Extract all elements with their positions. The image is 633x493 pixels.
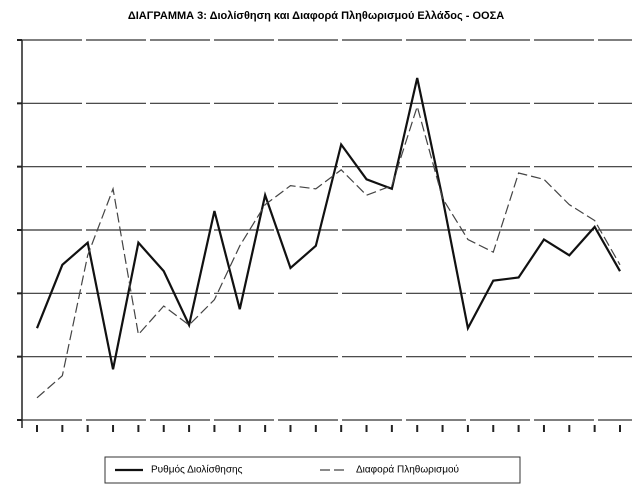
legend-label: Διαφορά Πληθωρισμού	[356, 464, 459, 476]
series-line	[35, 77, 621, 370]
chart-title: ΔΙΑΓΡΑΜΜΑ 3: Διολίσθηση και Διαφορά Πληθ…	[128, 10, 504, 22]
legend-box	[104, 456, 521, 484]
series-line	[36, 104, 621, 399]
legend-label: Ρυθμός Διολίσθησης	[151, 464, 243, 476]
